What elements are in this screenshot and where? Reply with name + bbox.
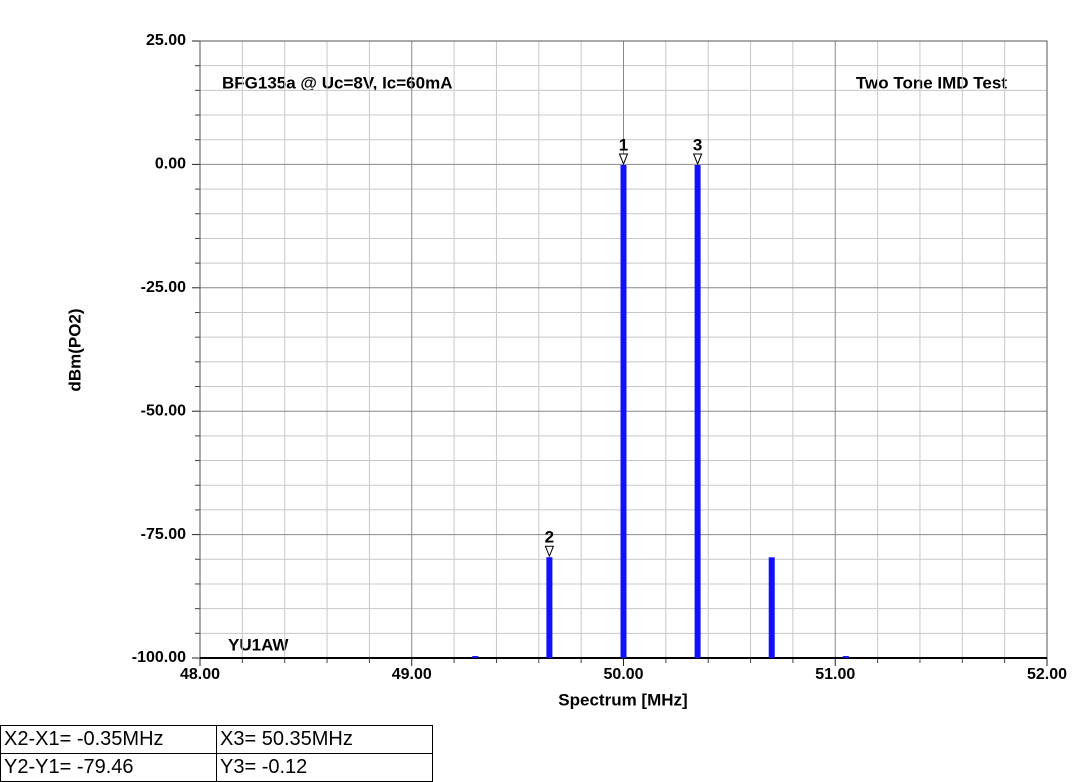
marker-label: 3 — [693, 135, 702, 154]
marker-label: 1 — [619, 135, 628, 154]
spectral-line — [842, 656, 849, 658]
chart-title: BFG135a @ Uc=8V, Ic=60mA — [222, 73, 452, 92]
x-tick-label: 52.00 — [1027, 666, 1067, 683]
spectral-line — [768, 557, 775, 658]
y-tick-label: -100.00 — [132, 649, 186, 666]
y-tick-label: -75.00 — [141, 526, 186, 543]
chart: BFG135a @ Uc=8V, Ic=60mA Two Tone IMD Te… — [65, 32, 1067, 709]
marker-readout: X2-X1= -0.35MHz X3= 50.35MHz Y2-Y1= -79.46… — [0, 725, 433, 782]
readout-row: X2-X1= -0.35MHz X3= 50.35MHz — [0, 725, 433, 754]
readout-cell: X3= 50.35MHz — [216, 725, 433, 754]
readout-cell: Y3= -0.12 — [216, 753, 433, 782]
y-tick-label: 0.00 — [155, 156, 186, 173]
marker-triangle — [544, 545, 555, 558]
chart-subtitle: Two Tone IMD Test — [856, 73, 1007, 92]
spectral-line — [546, 557, 553, 658]
x-tick-label: 49.00 — [392, 666, 432, 683]
spectral-line — [694, 164, 701, 659]
y-axis-label: dBm(PO2) — [65, 308, 84, 391]
y-tick-label: -50.00 — [141, 402, 186, 419]
y-tick-label: -25.00 — [141, 279, 186, 296]
annotation: YU1AW — [228, 635, 289, 654]
readout-cell: Y2-Y1= -79.46 — [0, 753, 217, 782]
x-axis-label: Spectrum [MHz] — [558, 690, 687, 709]
marker-label: 2 — [545, 528, 554, 547]
x-tick-label: 50.00 — [603, 666, 643, 683]
readout-cell: X2-X1= -0.35MHz — [0, 725, 217, 754]
spectral-line — [620, 164, 627, 659]
marker-triangle — [692, 153, 703, 166]
marker-triangle — [618, 153, 629, 166]
spectral-line — [472, 656, 479, 658]
x-tick-label: 51.00 — [815, 666, 855, 683]
x-tick-label: 48.00 — [180, 666, 220, 683]
y-tick-label: 25.00 — [146, 32, 186, 49]
readout-row: Y2-Y1= -79.46 Y3= -0.12 — [0, 753, 433, 782]
